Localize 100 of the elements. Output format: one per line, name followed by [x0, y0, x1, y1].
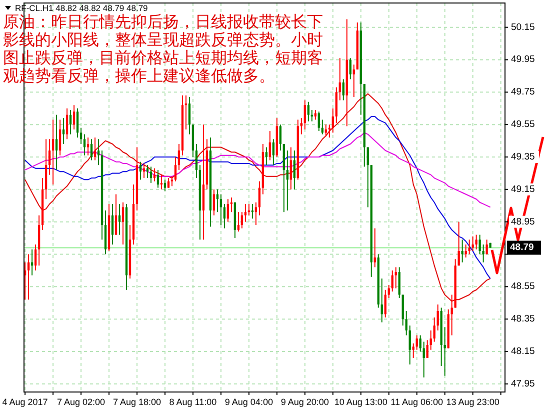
candlestick — [342, 78, 344, 101]
candlestick — [436, 304, 439, 331]
candlestick — [380, 278, 383, 323]
candlestick — [90, 138, 93, 161]
candlestick — [27, 254, 30, 300]
candlestick — [272, 138, 275, 166]
candlestick — [391, 270, 394, 292]
y-tick-label: 49.35 — [511, 151, 535, 162]
candlestick — [405, 310, 408, 336]
y-tick-label: 50.15 — [511, 22, 535, 33]
candlestick — [314, 109, 316, 120]
y-tick-label: 48.15 — [511, 346, 535, 357]
x-tick-label: 9 Aug 04:00 — [224, 397, 273, 407]
candlestick — [290, 146, 292, 190]
candlestick — [139, 161, 142, 180]
candlestick — [244, 203, 247, 222]
candlestick — [240, 212, 244, 229]
ref-line-label: 48.79 — [510, 242, 534, 254]
candlestick — [475, 234, 478, 250]
candlestick — [408, 325, 411, 365]
candlestick — [268, 130, 272, 161]
candlestick — [80, 127, 82, 145]
candlestick — [212, 188, 216, 216]
y-tick-label: 48.95 — [511, 216, 535, 228]
candlestick — [188, 96, 191, 135]
candlestick — [118, 203, 121, 236]
x-tick-label: 10 Aug 13:00 — [334, 397, 388, 407]
x-tick-label: 13 Aug 23:00 — [446, 397, 500, 407]
candlestick — [332, 108, 334, 134]
candlestick — [156, 169, 160, 188]
candlestick — [69, 109, 72, 135]
candlestick — [265, 146, 268, 166]
candlestick — [384, 289, 386, 318]
candlestick — [286, 150, 288, 211]
candlestick — [430, 330, 432, 350]
candlestick — [338, 58, 341, 101]
candlestick — [426, 340, 428, 358]
candlestick — [412, 342, 414, 358]
y-tick-label: 47.95 — [511, 378, 535, 390]
candlestick — [468, 239, 470, 255]
x-tick-label: 7 Aug 18:00 — [112, 397, 162, 407]
candlestick — [416, 334, 418, 350]
candlestick — [58, 119, 62, 156]
candlestick — [349, 58, 352, 80]
candlestick — [352, 64, 355, 98]
y-tick-label: 49.55 — [511, 119, 535, 130]
candlestick — [304, 100, 306, 130]
candlestick — [472, 236, 474, 252]
candlestick — [62, 118, 65, 145]
candlestick — [150, 166, 152, 184]
candlestick — [279, 124, 282, 151]
candlestick — [195, 144, 198, 179]
candlestick — [398, 266, 400, 298]
candlestick — [66, 108, 68, 140]
candlestick — [486, 239, 488, 255]
candlestick — [374, 228, 376, 268]
candlestick — [55, 114, 58, 170]
candlestick — [258, 180, 261, 216]
candlestick — [419, 334, 422, 352]
y-tick-label: 48.35 — [511, 314, 535, 325]
x-tick-label: 8 Aug 11:00 — [169, 397, 217, 407]
candlestick — [461, 239, 464, 263]
candlestick — [237, 212, 240, 232]
candlestick — [223, 203, 226, 229]
candlestick — [422, 341, 425, 378]
candlestick — [83, 134, 86, 156]
candlestick — [394, 266, 397, 289]
x-tick-label: 7 Aug 02:00 — [56, 397, 106, 407]
candlestick — [433, 316, 436, 342]
candlestick — [178, 144, 180, 170]
candlestick — [366, 146, 369, 208]
candlestick — [86, 137, 90, 156]
candlestick — [464, 244, 467, 258]
candlestick — [307, 101, 310, 122]
candlestick — [167, 178, 170, 188]
candlestick — [122, 202, 124, 246]
y-tick-label: 49.75 — [511, 86, 535, 98]
x-tick-label: 11 Aug 06:00 — [390, 397, 444, 407]
candlestick — [458, 221, 460, 266]
candlestick — [52, 119, 54, 186]
candlestick — [170, 176, 174, 187]
x-tick-label: 9 Aug 20:00 — [280, 397, 329, 407]
x-tick-label: 4 Aug 2017 — [2, 397, 48, 407]
candlestick — [220, 194, 222, 226]
candlestick — [114, 194, 118, 236]
candlestick — [48, 138, 51, 176]
candlestick — [226, 198, 230, 222]
candlestick — [318, 111, 320, 132]
candlestick — [76, 108, 79, 138]
candlestick — [72, 104, 76, 130]
candlestick — [254, 202, 258, 226]
candlestick — [34, 244, 37, 271]
candlestick — [94, 137, 96, 161]
candlestick — [97, 138, 100, 166]
candlestick — [478, 234, 481, 255]
y-tick-label: 49.95 — [511, 54, 535, 66]
candlestick — [111, 203, 114, 246]
candlestick — [388, 284, 390, 298]
y-tick-label: 49.15 — [511, 184, 535, 195]
candlestick — [164, 179, 166, 192]
